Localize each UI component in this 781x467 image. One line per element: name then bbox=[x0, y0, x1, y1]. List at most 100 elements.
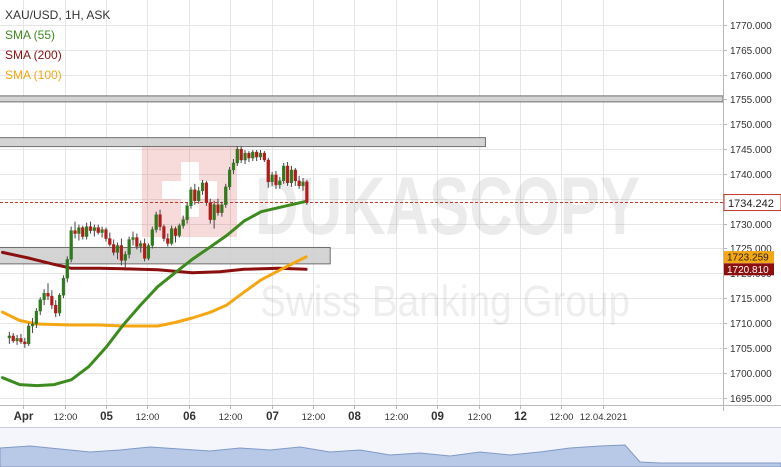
legend-sma200: SMA (200) bbox=[5, 48, 62, 62]
candle-body bbox=[139, 243, 143, 247]
y-tick-label: 1745.000 bbox=[730, 145, 772, 156]
resistance-zone bbox=[0, 95, 724, 103]
candle-body bbox=[224, 186, 228, 205]
candle-body bbox=[104, 229, 108, 239]
candle-body bbox=[112, 244, 116, 253]
x-tick-label: 12:00 bbox=[219, 412, 243, 423]
candle-body bbox=[61, 278, 66, 296]
navigator-area bbox=[0, 444, 781, 467]
navigator-strip[interactable] bbox=[0, 427, 781, 467]
y-tick-label: 1760.000 bbox=[730, 71, 772, 82]
candle-body bbox=[88, 226, 93, 231]
x-tick-label: 09 bbox=[431, 411, 444, 423]
legend-title: XAU/USD, 1H, ASK bbox=[5, 8, 110, 22]
candle-body bbox=[27, 325, 31, 345]
candle-body bbox=[54, 304, 58, 314]
sma-price-tag-label: 1720.810 bbox=[727, 265, 769, 276]
candle-body bbox=[231, 162, 236, 171]
candle-body bbox=[115, 245, 120, 253]
candles bbox=[7, 146, 309, 348]
candle-body bbox=[73, 230, 77, 234]
candle-body bbox=[119, 245, 124, 261]
watermark-logo-cross-v bbox=[181, 162, 199, 217]
candle-body bbox=[150, 229, 154, 246]
legend-sma55: SMA (55) bbox=[5, 28, 55, 42]
candle-body bbox=[173, 228, 178, 236]
sma-price-tag bbox=[724, 263, 774, 276]
candle-body bbox=[30, 323, 35, 327]
watermark-brand: DUKASCOPY bbox=[255, 161, 640, 252]
candle-body bbox=[19, 338, 23, 343]
x-tick-label: 05 bbox=[100, 411, 113, 423]
candle-body bbox=[216, 204, 220, 213]
x-tick-label: 12:00 bbox=[302, 412, 326, 423]
x-tick-label: 12:00 bbox=[550, 412, 574, 423]
candle-body bbox=[297, 180, 301, 187]
candle-body bbox=[166, 238, 170, 244]
x-tick-label: 12 bbox=[514, 411, 527, 423]
y-tick-label: 1725.000 bbox=[730, 244, 772, 255]
y-tick-label: 1765.000 bbox=[730, 46, 772, 57]
candle-body bbox=[235, 148, 239, 164]
candle-body bbox=[293, 169, 297, 182]
candle-body bbox=[305, 181, 309, 203]
candle-body bbox=[108, 238, 112, 245]
y-tick-label: 1695.000 bbox=[730, 394, 772, 405]
x-tick-label: 12:00 bbox=[385, 412, 409, 423]
sma-line-sma200 bbox=[1, 250, 308, 275]
candle-body bbox=[34, 310, 38, 325]
y-tick-label: 1750.000 bbox=[730, 120, 772, 131]
candle-body bbox=[289, 169, 294, 184]
candle-body bbox=[135, 237, 139, 247]
candle-body bbox=[270, 174, 274, 183]
y-tick-label: 1715.000 bbox=[730, 294, 772, 305]
y-tick-label: 1755.000 bbox=[730, 95, 772, 106]
y-tick-label: 1700.000 bbox=[730, 369, 772, 380]
candle-body bbox=[189, 189, 193, 206]
candle-body bbox=[282, 165, 286, 182]
candle-body bbox=[204, 182, 209, 203]
candle-body bbox=[57, 294, 62, 314]
x-tick-label: 07 bbox=[266, 411, 279, 423]
watermark-subtitle: Swiss Banking Group bbox=[260, 277, 630, 326]
candle-body bbox=[255, 151, 259, 158]
y-tick-label: 1770.000 bbox=[730, 21, 772, 32]
y-tick-label: 1740.000 bbox=[730, 170, 772, 181]
current-price-tag-label: 1734.242 bbox=[728, 198, 774, 210]
candle-body bbox=[7, 335, 11, 339]
candle-body bbox=[243, 152, 247, 161]
candle-body bbox=[301, 181, 305, 187]
candle-body bbox=[193, 189, 197, 201]
y-tick-label: 1705.000 bbox=[730, 344, 772, 355]
candle-body bbox=[142, 243, 147, 259]
sma-price-tag bbox=[724, 251, 774, 264]
x-tick-label: 08 bbox=[348, 411, 361, 423]
candle-body bbox=[100, 229, 104, 233]
candle-body bbox=[123, 254, 127, 261]
sma-price-tag-label: 1723.259 bbox=[727, 253, 769, 264]
sma-line-sma55 bbox=[1, 199, 308, 388]
candle-body bbox=[285, 165, 290, 184]
candle-body bbox=[251, 151, 255, 159]
resistance-zone bbox=[0, 137, 486, 148]
x-axis: Apr 12:00 05 12:00 06 12:00 07 12:00 08 12:00 09 12… bbox=[0, 405, 781, 423]
sma-lines bbox=[1, 199, 308, 388]
candle-body bbox=[69, 230, 73, 260]
x-tick-label: 12:00 bbox=[136, 412, 160, 423]
candle-body bbox=[42, 292, 46, 300]
candle-body bbox=[274, 174, 278, 186]
candle-body bbox=[278, 180, 282, 186]
candle-body bbox=[220, 204, 224, 213]
candle-body bbox=[177, 225, 181, 236]
y-tick-label: 1730.000 bbox=[730, 220, 772, 231]
candle-body bbox=[239, 148, 243, 161]
x-tick-label: 06 bbox=[183, 411, 196, 423]
candle-body bbox=[154, 214, 158, 230]
candle-body bbox=[92, 227, 96, 231]
candle-body bbox=[131, 237, 135, 240]
candle-body bbox=[46, 292, 50, 297]
